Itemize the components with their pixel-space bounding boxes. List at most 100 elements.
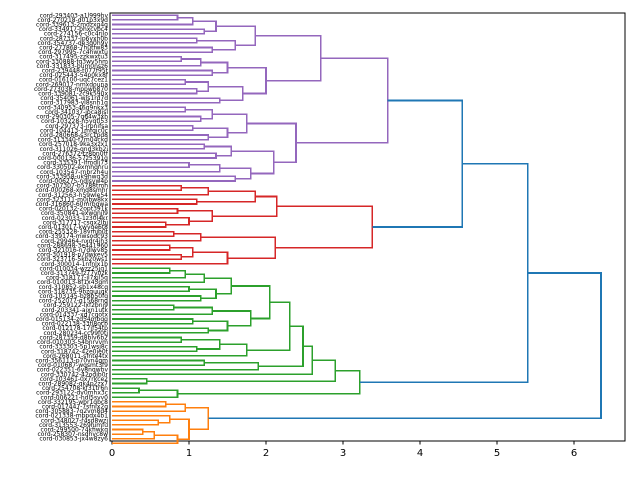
dendrogram-link xyxy=(112,401,167,408)
leaf-label: cord-299500-74kfiwkq xyxy=(41,426,109,433)
leaf-label: cord-252077-q1568rnq xyxy=(39,298,109,305)
leaf-label: cord-305883-7q2vm8d4 xyxy=(35,408,108,415)
leaf-label: cord-276372-tz8bn0tf xyxy=(42,150,108,157)
dendrogram-link xyxy=(112,28,206,35)
leaf-label: cord-023033-1z30l4kr xyxy=(42,215,109,222)
dendrogram-link xyxy=(112,361,260,371)
leaf-label: cord-317983-yl8snh1q xyxy=(40,100,108,107)
leaf-label: cord-030853-jx4w8zy6 xyxy=(39,436,108,443)
leaf-label: cord-330888-fq3wv5hm xyxy=(36,58,108,65)
dendrogram-link xyxy=(112,233,202,242)
x-tick-label: 5 xyxy=(494,448,500,459)
dendrogram-link xyxy=(112,318,194,325)
leaf-label: cord-318735-9bzquuqk xyxy=(38,288,108,295)
leaf-label: cord-318177-jl7xjl5q xyxy=(46,275,108,282)
dendrogram-link xyxy=(112,269,186,279)
leaf-label: cord-010303-54bnrvvm xyxy=(37,339,108,346)
leaf-label: cord-258307-nsdhvc8w xyxy=(38,431,109,438)
leaf-label: cord-016100-uqc7cez1 xyxy=(39,77,108,84)
dendrogram-link xyxy=(112,253,183,261)
dendrogram-link xyxy=(204,145,233,157)
dendrogram-link xyxy=(359,162,529,384)
leaf-label: cord-356113-p70vn4qm xyxy=(35,357,108,364)
leaf-label: cord-104413-1mfqjc0c xyxy=(40,127,108,134)
dendrogram-link xyxy=(196,39,236,51)
dendrogram-link xyxy=(112,230,175,238)
dendrogram-link xyxy=(296,57,389,144)
leaf-label: cord-334917-bhxcvbc4 xyxy=(39,26,108,33)
dendrogram-link xyxy=(112,37,198,44)
leaf-label: cord-288698-3e441960 xyxy=(37,242,108,249)
dendrogram-link xyxy=(112,143,206,150)
dendrogram-link xyxy=(275,205,374,249)
dendrogram-link xyxy=(246,301,291,351)
leaf-label: cord-020132-2opt391k xyxy=(39,206,108,213)
leaf-label: cord-287337-lp6yxh0b xyxy=(40,35,108,42)
dendrogram-link xyxy=(112,161,190,168)
leaf-label: cord-000136-57z5391g xyxy=(38,155,108,162)
dendrogram-link xyxy=(112,164,221,173)
leaf-label: cord-297995-7c4hwxtu xyxy=(38,49,108,56)
dendrogram-link xyxy=(112,414,171,424)
dendrogram-link xyxy=(227,66,267,95)
leaf-label: cord-259122-lxf2bnj9 xyxy=(43,302,108,309)
dendrogram-link xyxy=(231,150,275,175)
leaf-label: cord-354061-wls1rd7d xyxy=(40,95,108,102)
leaf-label: cord-239448-t077f95t xyxy=(42,68,109,75)
dendrogram-link xyxy=(112,16,194,26)
dendrogram-link xyxy=(169,418,190,441)
dendrogram-link xyxy=(112,345,198,353)
x-axis: 0 1 2 3 4 5 6 xyxy=(109,441,577,459)
leaf-label: cord-313553-269himfu xyxy=(39,422,108,429)
dendrogram-link xyxy=(372,99,464,228)
dendrogram-link xyxy=(112,187,210,196)
x-tick-label: 6 xyxy=(571,448,577,459)
dendrogram-link xyxy=(112,88,198,95)
leaf-label: cord-006275-ndlsyw4p xyxy=(39,178,108,185)
leaf-label: cord-341037-jpca8jsl xyxy=(45,109,108,116)
dendrogram-link xyxy=(112,428,144,435)
leaf-label: cord-277868-7h0tfw83 xyxy=(39,45,108,52)
dendrogram-link xyxy=(112,207,179,214)
leaf-label: cord-257018-9ka3xzx1 xyxy=(39,141,108,148)
leaf-label: cord-348027-r4sd8wzj xyxy=(41,417,108,424)
x-tick-label: 0 xyxy=(109,448,115,459)
leaf-label: cord-280668-s3rc1pd8 xyxy=(40,132,108,139)
dendrogram-link xyxy=(112,286,190,293)
dendrogram-link xyxy=(212,195,278,217)
leaf-label: cord-323111-m0jbw8kx xyxy=(37,196,109,203)
leaf-label: cord-013017-kwyqe6t8 xyxy=(38,224,108,231)
leaf-label: cord-335391-lfmdlj73 xyxy=(43,160,108,167)
leaf-label: cord-297373-jrpnifsa xyxy=(45,123,108,130)
dendrogram-link xyxy=(208,272,602,420)
leaf-label: cord-332195-wbr1qbc8 xyxy=(38,399,108,406)
leaf-label: cord-330502-exmhqnru xyxy=(37,164,108,171)
dendrogram-link xyxy=(177,210,213,223)
dendrogram-link xyxy=(112,14,179,21)
dendrogram-link xyxy=(112,78,186,86)
dendrogram-link xyxy=(112,152,217,159)
dendrogram-link xyxy=(112,304,175,311)
leaf-label: cord-010013-8f1x45gm xyxy=(37,279,108,286)
leaf-label: cord-330742-42odjb0r xyxy=(41,371,109,378)
dendrogram-link xyxy=(212,310,252,327)
leaf-label: cord-301918-p7dwkev5 xyxy=(37,252,108,259)
leaf-label: cord-318742-42e0je0t xyxy=(41,348,109,355)
dendrogram-link xyxy=(112,419,159,426)
leaf-label: cord-290305-7q64w3xh xyxy=(36,114,108,121)
leaf-label: cord-010034-wzz25jq1 xyxy=(39,265,108,272)
dendrogram-link xyxy=(112,387,140,394)
dendrogram-link xyxy=(112,175,236,182)
leaf-label: cord-333958-uk9hwq3d xyxy=(36,173,108,180)
axes-border xyxy=(109,12,626,442)
leaf-label: cord-331833-bum0nsz6 xyxy=(36,63,108,70)
dendrogram-link xyxy=(192,127,229,139)
leaf-label: cord-017447-7sfnlx2g xyxy=(42,403,108,410)
leaf-label: cord-255328-18vmjb0t xyxy=(39,229,109,236)
leaf-label: cord-316860-60mrbqwa xyxy=(35,201,108,208)
dendrogram-link xyxy=(112,55,183,63)
dendrogram-links xyxy=(112,14,602,445)
leaf-label: cord-293122-dy0mhx3c xyxy=(36,390,108,397)
leaf-label: cord-000268-xmd8smhr xyxy=(35,187,108,194)
